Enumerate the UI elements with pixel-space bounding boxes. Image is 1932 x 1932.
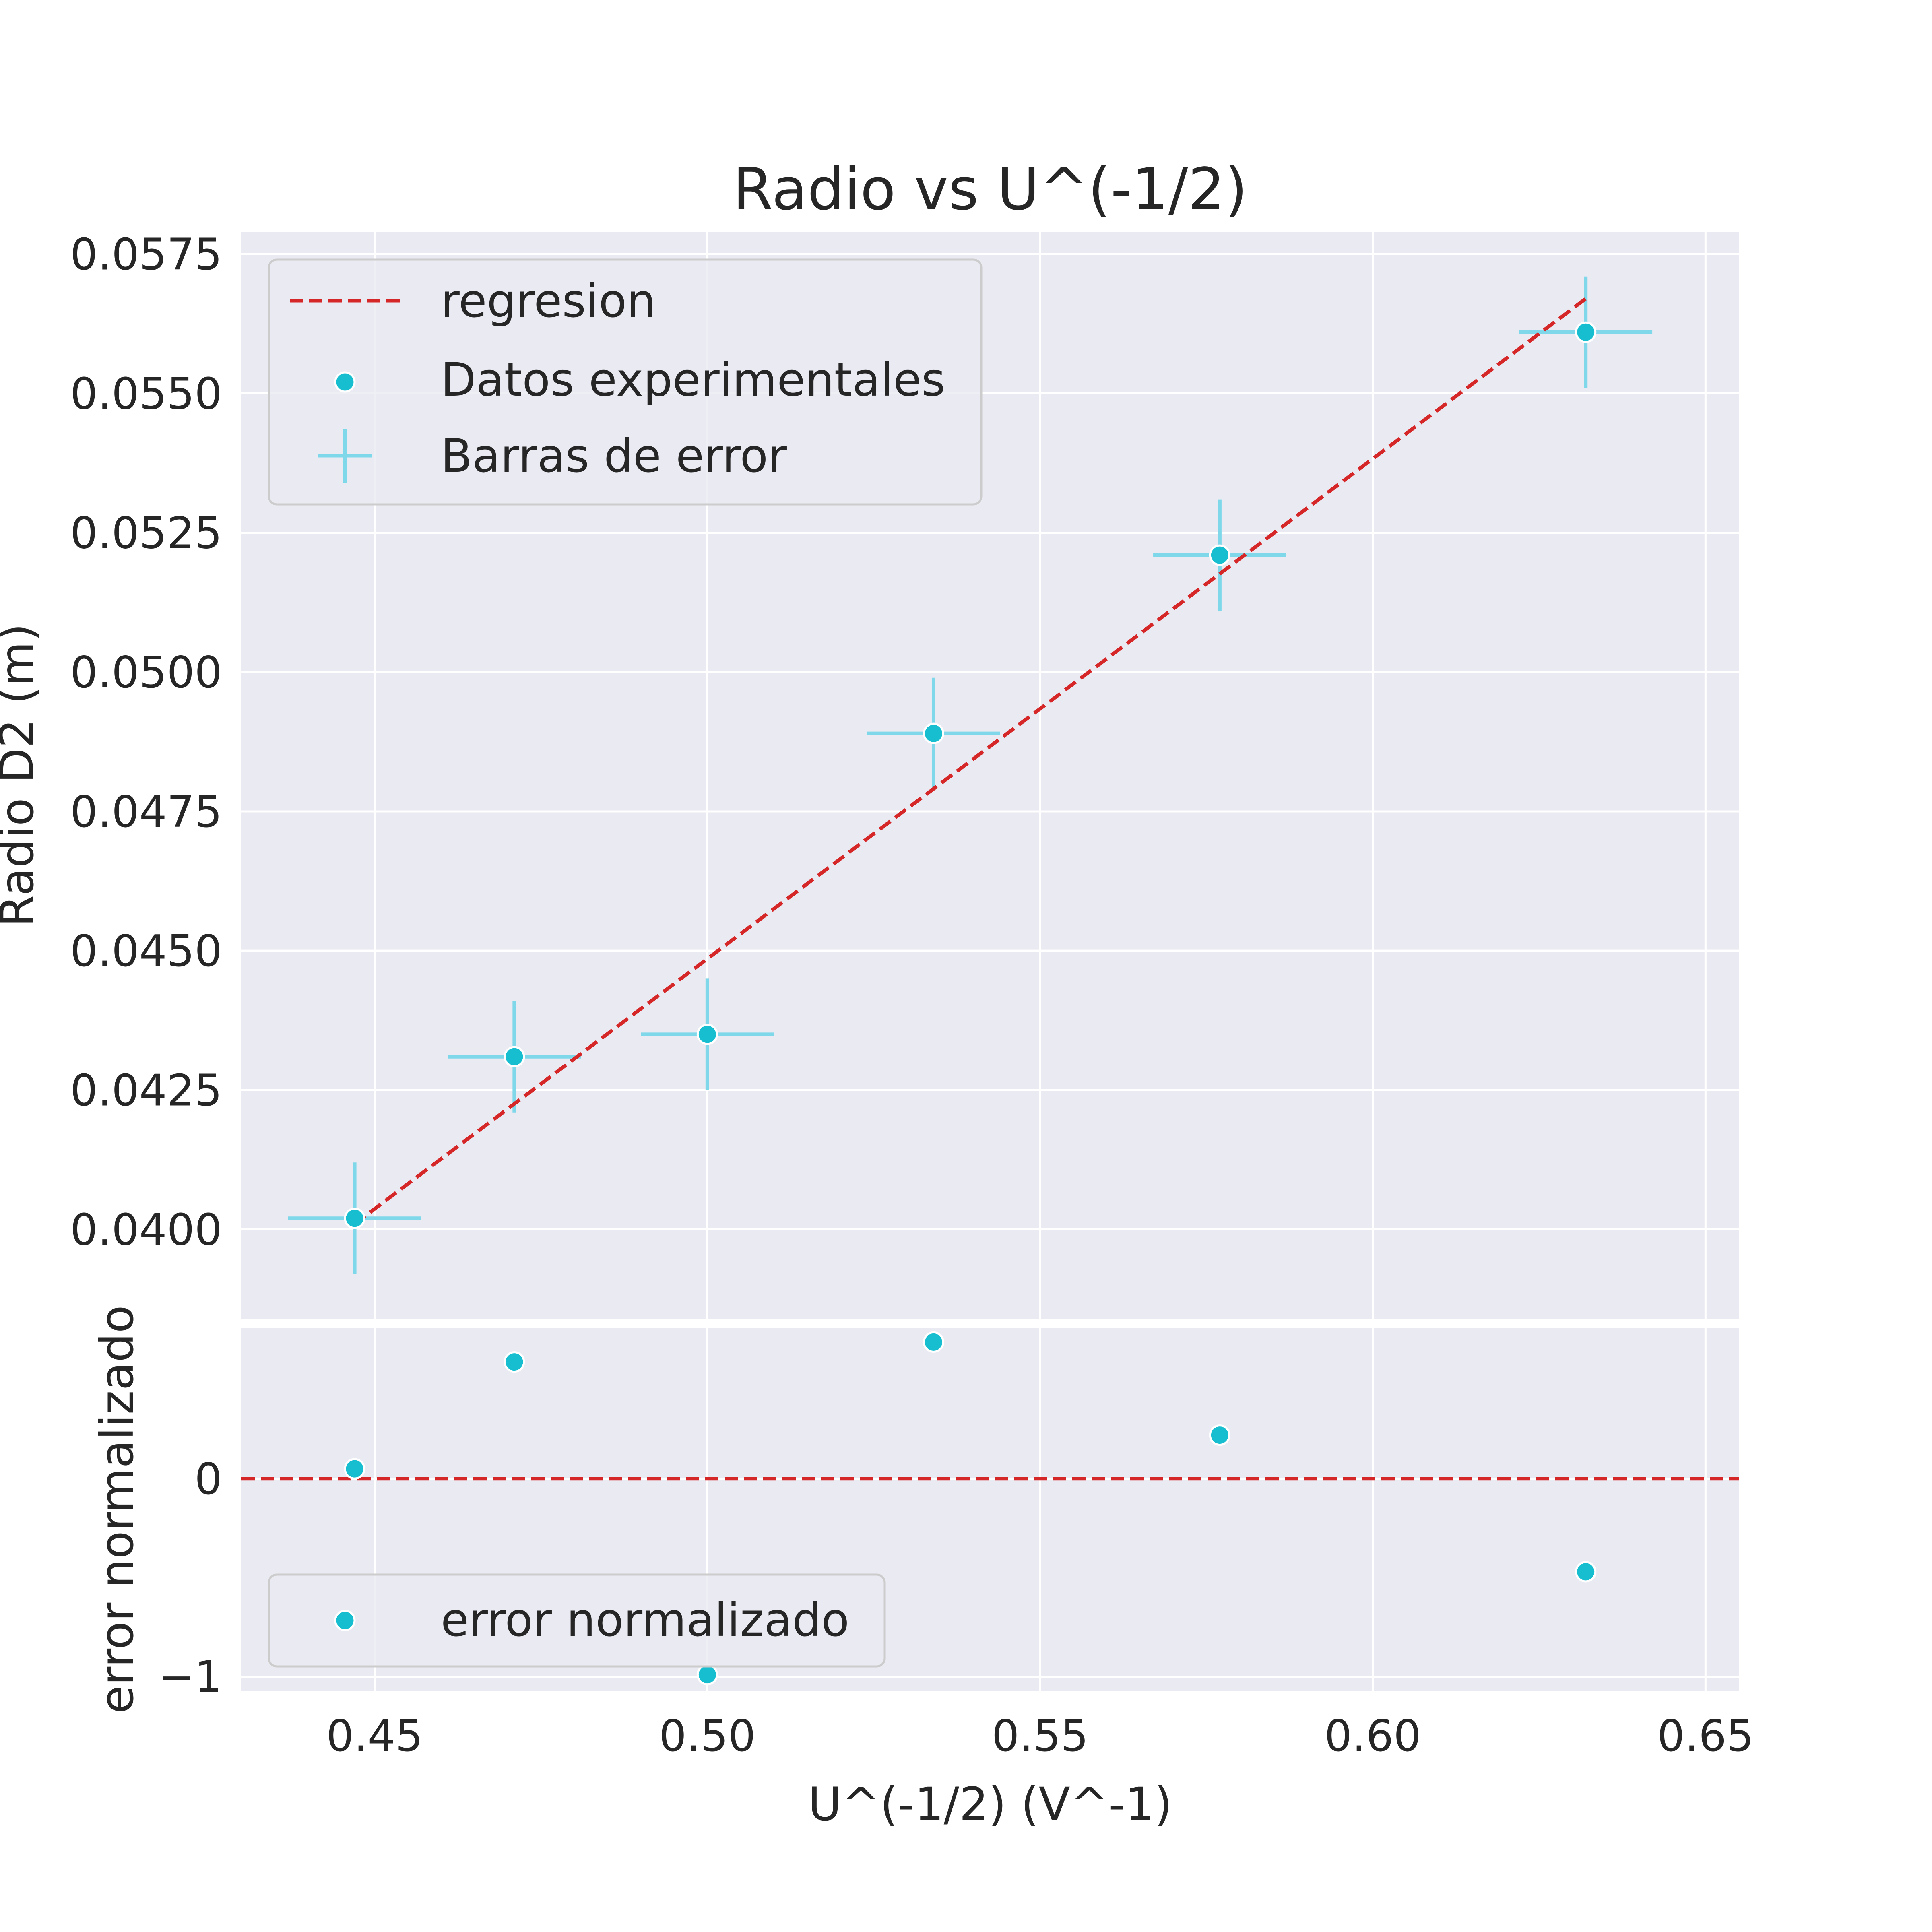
x-tick-label: 0.60	[1324, 1711, 1421, 1761]
bottom-legend: error normalizado	[268, 1573, 886, 1668]
bottom-y-tick-label: −1	[158, 1652, 222, 1703]
top-y-tick-label: 0.0425	[70, 1065, 222, 1116]
residual-point	[1575, 1561, 1597, 1583]
bottom-y-axis-label: error normalizado	[90, 1305, 144, 1713]
top-legend-box	[268, 258, 983, 506]
top-y-tick-label: 0.0525	[70, 508, 222, 559]
top-legend: regresion Datos experimentales Barras de…	[268, 258, 983, 506]
legend-error-swatch	[334, 1610, 356, 1631]
bottom-y-ticks: −1 0	[158, 1454, 222, 1703]
data-point	[923, 722, 944, 744]
top-y-tick-label: 0.0400	[70, 1205, 222, 1255]
data-point	[1575, 321, 1597, 343]
top-y-axis-label: Radio D2 (m)	[0, 623, 44, 927]
top-panel: 0.0400 0.0425 0.0450 0.0475 0.0500 0.0525 0.05…	[0, 155, 1739, 1319]
data-point	[1209, 544, 1230, 566]
data-point	[696, 1024, 718, 1045]
top-y-tick-label: 0.0450	[70, 926, 222, 976]
residual-point	[504, 1351, 525, 1373]
legend-datos-swatch	[334, 371, 356, 393]
legend-regresion-label: regresion	[441, 274, 656, 328]
data-point	[344, 1208, 365, 1229]
top-y-tick-label: 0.0500	[70, 648, 222, 698]
top-series	[288, 276, 1653, 1274]
chart-title: Radio vs U^(-1/2)	[733, 155, 1248, 223]
x-tick-label: 0.55	[992, 1711, 1088, 1761]
bottom-y-tick-label: 0	[194, 1454, 222, 1505]
residual-point	[696, 1664, 718, 1686]
residual-point	[1209, 1424, 1230, 1446]
top-y-tick-label: 0.0575	[70, 229, 222, 280]
legend-error-label: error normalizado	[441, 1593, 849, 1647]
legend-errorbar-label: Barras de error	[441, 429, 787, 483]
x-tick-label: 0.65	[1657, 1711, 1754, 1761]
top-y-ticks: 0.0400 0.0425 0.0450 0.0475 0.0500 0.0525 0.05…	[70, 229, 222, 1255]
bottom-legend-box	[268, 1573, 886, 1668]
x-tick-label: 0.45	[326, 1711, 423, 1761]
regression-line	[353, 297, 1587, 1226]
bottom-panel: 0.45 0.50 0.55 0.60 0.65 −1 0 U^(-1/2) (V^-1)…	[90, 1305, 1754, 1831]
top-y-tick-label: 0.0475	[70, 787, 222, 837]
residual-point	[923, 1331, 944, 1353]
data-point	[504, 1046, 525, 1067]
x-axis-label: U^(-1/2) (V^-1)	[808, 1777, 1172, 1831]
legend-datos-label: Datos experimentales	[441, 353, 945, 407]
x-tick-label: 0.50	[659, 1711, 755, 1761]
top-y-tick-label: 0.0550	[70, 369, 222, 419]
residual-point	[344, 1458, 365, 1480]
top-grid	[242, 232, 1739, 1319]
bottom-series	[242, 1331, 1739, 1686]
bottom-x-ticks: 0.45 0.50 0.55 0.60 0.65	[326, 1711, 1754, 1761]
